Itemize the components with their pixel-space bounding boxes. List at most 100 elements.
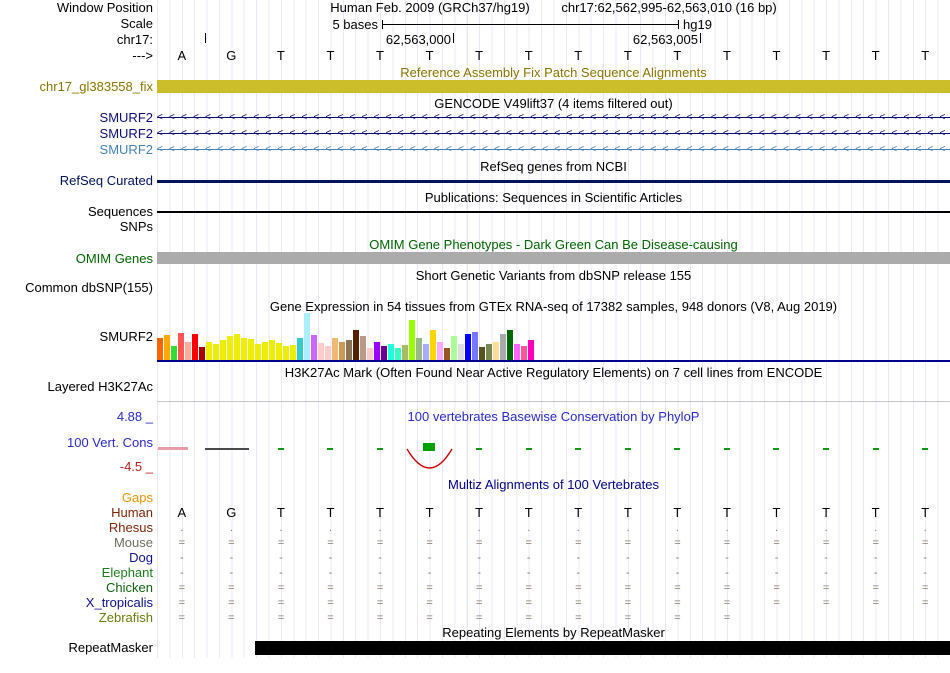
align-symbol: = [872, 597, 879, 609]
omim-genes-label[interactable]: OMIM Genes [75, 251, 153, 266]
multiz-label-rhesus[interactable]: Rhesus [108, 520, 153, 535]
multiz-label-mouse[interactable]: Mouse [113, 535, 153, 550]
gtex-bar[interactable] [297, 338, 303, 360]
gtex-bar[interactable] [514, 344, 520, 360]
align-symbol: - [824, 567, 828, 579]
sequences-label[interactable]: Sequences [87, 204, 153, 219]
gtex-bar[interactable] [192, 334, 198, 360]
gtex-bar[interactable] [332, 338, 338, 360]
gtex-bar[interactable] [367, 348, 373, 360]
multiz-label-elephant[interactable]: Elephant [101, 565, 153, 580]
gtex-bar[interactable] [353, 330, 359, 360]
gtex-bar[interactable] [220, 340, 226, 360]
gtex-bar[interactable] [276, 343, 282, 360]
gtex-bar[interactable] [395, 348, 401, 360]
gtex-gene-label[interactable]: SMURF2 [99, 329, 153, 344]
repeatmasker-bar[interactable] [255, 641, 950, 655]
align-symbol [851, 611, 901, 625]
gtex-bar[interactable] [430, 330, 436, 360]
gtex-bar[interactable] [472, 332, 478, 360]
sequences-track-bar[interactable] [157, 211, 950, 213]
base-letter: T [623, 48, 632, 63]
repeatmasker-label[interactable]: RepeatMasker [68, 640, 153, 655]
gtex-bar[interactable] [157, 338, 163, 360]
gtex-bar[interactable] [493, 342, 499, 360]
gtex-bar[interactable] [423, 344, 429, 360]
gtex-bar[interactable] [248, 339, 254, 360]
gtex-bar[interactable] [451, 336, 457, 360]
gtex-bar[interactable] [325, 346, 331, 360]
gtex-bar[interactable] [227, 336, 233, 360]
align-symbol: = [773, 582, 780, 594]
refseq-curated-label[interactable]: RefSeq Curated [59, 173, 153, 188]
gtex-bar[interactable] [458, 344, 464, 360]
gtex-bar[interactable] [409, 320, 415, 360]
gtex-bar[interactable] [311, 335, 317, 360]
align-symbol: = [525, 612, 532, 624]
gtex-bar[interactable] [444, 348, 450, 360]
gencode-label-smurf2-2[interactable]: SMURF2 [99, 142, 153, 157]
gtex-bar[interactable] [528, 340, 534, 360]
gtex-bar[interactable] [290, 345, 296, 360]
gtex-bar[interactable] [465, 334, 471, 360]
layered-h3k27ac-label[interactable]: Layered H3K27Ac [47, 379, 153, 394]
position-range: chr17:62,562,995-62,563,010 (16 bp) [561, 0, 777, 15]
gtex-bar[interactable] [164, 335, 170, 360]
gaps-label[interactable]: Gaps [121, 490, 153, 505]
multiz-label-chicken[interactable]: Chicken [106, 580, 153, 595]
gtex-bar[interactable] [171, 346, 177, 360]
gtex-bar[interactable] [304, 313, 310, 360]
align-symbol: = [475, 597, 483, 609]
gencode-label-smurf2-0[interactable]: SMURF2 [99, 110, 153, 125]
gtex-bar[interactable] [500, 334, 506, 360]
gtex-bar[interactable] [185, 342, 191, 360]
gtex-bar[interactable] [360, 336, 366, 360]
gtex-bar[interactable] [213, 344, 219, 360]
gtex-bar[interactable] [374, 342, 380, 360]
publications-title: Publications: Sequences in Scientific Ar… [424, 190, 683, 205]
align-symbol: = [922, 582, 929, 594]
gtex-bar[interactable] [381, 346, 387, 360]
gtex-bar[interactable] [283, 346, 289, 360]
refseq-gene-bar[interactable] [157, 180, 950, 183]
gtex-bar[interactable] [178, 333, 184, 360]
gencode-label-smurf2-1[interactable]: SMURF2 [99, 126, 153, 141]
align-symbol: T [475, 505, 484, 520]
omim-gene-bar[interactable] [157, 252, 950, 264]
base-letter: T [475, 48, 484, 63]
gtex-bar[interactable] [346, 340, 352, 360]
fix-patch-bar[interactable] [157, 80, 950, 93]
multiz-label-human[interactable]: Human [111, 505, 153, 520]
gtex-bar[interactable] [402, 345, 408, 360]
gtex-bar[interactable] [479, 347, 485, 360]
multiz-label-x_tropicalis[interactable]: X_tropicalis [85, 595, 153, 610]
align-symbol: . [576, 522, 580, 534]
align-symbol: - [179, 567, 184, 579]
base-guidelines [157, 0, 950, 658]
gtex-bar[interactable] [262, 342, 268, 360]
multiz-label-zebrafish[interactable]: Zebrafish [98, 610, 153, 625]
gtex-bar[interactable] [388, 344, 394, 360]
gtex-bar[interactable] [507, 330, 513, 360]
fix-patch-label[interactable]: chr17_gl383558_fix [39, 79, 153, 94]
gtex-bar[interactable] [206, 342, 212, 360]
gencode-transcript[interactable]: <<<<<<<<<<<<<<<<<<<<<<<<<<<<<<<<<<<<<<<<… [157, 127, 950, 140]
gtex-bar[interactable] [241, 338, 247, 360]
gtex-bar[interactable] [339, 342, 345, 360]
multiz-label-dog[interactable]: Dog [129, 550, 153, 565]
gencode-transcript[interactable]: <<<<<<<<<<<<<<<<<<<<<<<<<<<<<<<<<<<<<<<<… [157, 143, 950, 156]
gtex-bar[interactable] [521, 346, 527, 360]
strand-arrow-label[interactable]: ---> [132, 48, 153, 63]
vert-cons-label[interactable]: 100 Vert. Cons [67, 435, 153, 450]
gtex-bar[interactable] [234, 334, 240, 360]
gtex-bar[interactable] [416, 338, 422, 360]
snps-label[interactable]: SNPs [119, 219, 153, 234]
common-dbsnp-label[interactable]: Common dbSNP(155) [25, 280, 153, 295]
gtex-bar[interactable] [486, 344, 492, 360]
gencode-transcript[interactable]: <<<<<<<<<<<<<<<<<<<<<<<<<<<<<<<<<<<<<<<<… [157, 111, 950, 124]
gtex-bar[interactable] [437, 342, 443, 360]
gtex-bar[interactable] [199, 347, 205, 360]
gtex-bar[interactable] [255, 344, 261, 360]
gtex-bar[interactable] [318, 343, 324, 360]
gtex-bar[interactable] [269, 340, 275, 360]
